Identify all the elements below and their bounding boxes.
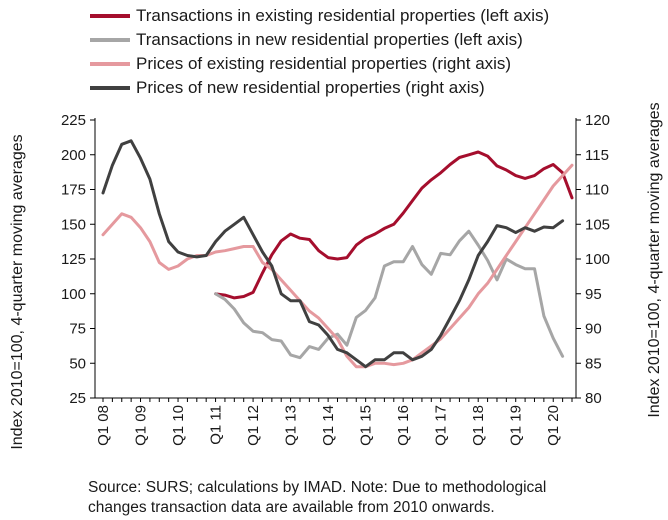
legend-label-new-transactions: Transactions in new residential properti… [136, 30, 523, 49]
right-tick-label: 90 [585, 321, 602, 338]
x-tick-label: Q1 17 [433, 405, 450, 446]
right-axis-ticks: 120 115 110 105 100 95 90 85 80 [576, 112, 610, 407]
right-tick-label: 115 [585, 147, 609, 164]
x-tick-label: Q1 18 [470, 405, 487, 446]
legend-swatch-existing-prices [90, 62, 130, 66]
legend-label-existing-transactions: Transactions in existing residential pro… [136, 6, 550, 25]
right-tick-label: 100 [585, 251, 610, 268]
legend-label-existing-prices: Prices of existing residential propertie… [136, 54, 512, 73]
right-tick-label: 95 [585, 286, 602, 303]
left-tick-label: 225 [61, 112, 86, 129]
right-tick-label: 120 [585, 112, 610, 129]
x-tick-label: Q1 20 [545, 405, 562, 446]
left-tick-label: 50 [69, 355, 86, 372]
series-line-existing-prices-line [101, 163, 574, 369]
left-axis-title: Index 2010=100, 4-quarter moving average… [9, 134, 26, 450]
right-tick-label: 85 [585, 355, 602, 372]
left-tick-label: 150 [61, 216, 86, 233]
x-tick-label: Q1 09 [133, 405, 150, 446]
x-tick-label: Q1 19 [508, 405, 525, 446]
left-tick-label: 100 [61, 286, 86, 303]
x-tick-label: Q1 14 [320, 405, 337, 446]
legend-swatch-existing-transactions [90, 14, 130, 18]
chart-axes [94, 118, 577, 399]
x-tick-label: Q1 13 [283, 405, 300, 446]
chart-legend: Transactions in existing residential pro… [90, 4, 549, 100]
left-tick-label: 75 [69, 321, 86, 338]
x-axis-ticks: Q1 08 Q1 09 Q1 10 Q1 11 Q1 12 Q1 13 Q1 14 Q1 15… [95, 398, 573, 446]
legend-swatch-new-prices [90, 86, 130, 90]
x-tick-label: Q1 11 [208, 405, 225, 445]
x-tick-label: Q1 08 [95, 405, 112, 446]
legend-item-new-prices: Prices of new residential properties (ri… [90, 76, 549, 100]
legend-swatch-new-transactions [90, 38, 130, 42]
left-tick-label: 175 [61, 182, 86, 199]
left-tick-label: 25 [69, 390, 86, 407]
x-tick-label: Q1 12 [245, 405, 262, 446]
right-tick-label: 105 [585, 216, 610, 233]
right-axis-title: Index 2010=100, 4-quarter moving average… [646, 102, 663, 418]
right-tick-label: 80 [585, 390, 602, 407]
x-tick-label: Q1 16 [395, 405, 412, 446]
legend-label-new-prices: Prices of new residential properties (ri… [136, 78, 485, 97]
series-line-new-transactions-line [214, 229, 565, 360]
chart-series [101, 139, 574, 369]
left-tick-label: 200 [61, 147, 86, 164]
x-tick-label: Q1 15 [358, 405, 375, 446]
left-axis-ticks: 225 200 175 150 125 100 75 50 25 [61, 112, 95, 407]
legend-item-existing-transactions: Transactions in existing residential pro… [90, 4, 549, 28]
series-line-existing-transactions-line [214, 150, 574, 300]
right-tick-label: 110 [585, 182, 609, 199]
footnote-line-2: changes transaction data are available f… [88, 499, 495, 516]
series-line-new-prices-line [101, 139, 565, 369]
chart-footnote: Source: SURS; calculations by IMAD. Note… [88, 478, 663, 518]
left-tick-label: 125 [61, 251, 86, 268]
legend-item-new-transactions: Transactions in new residential properti… [90, 28, 549, 52]
x-tick-label: Q1 10 [170, 405, 187, 446]
footnote-line-1: Source: SURS; calculations by IMAD. Note… [88, 479, 547, 496]
legend-item-existing-prices: Prices of existing residential propertie… [90, 52, 549, 76]
